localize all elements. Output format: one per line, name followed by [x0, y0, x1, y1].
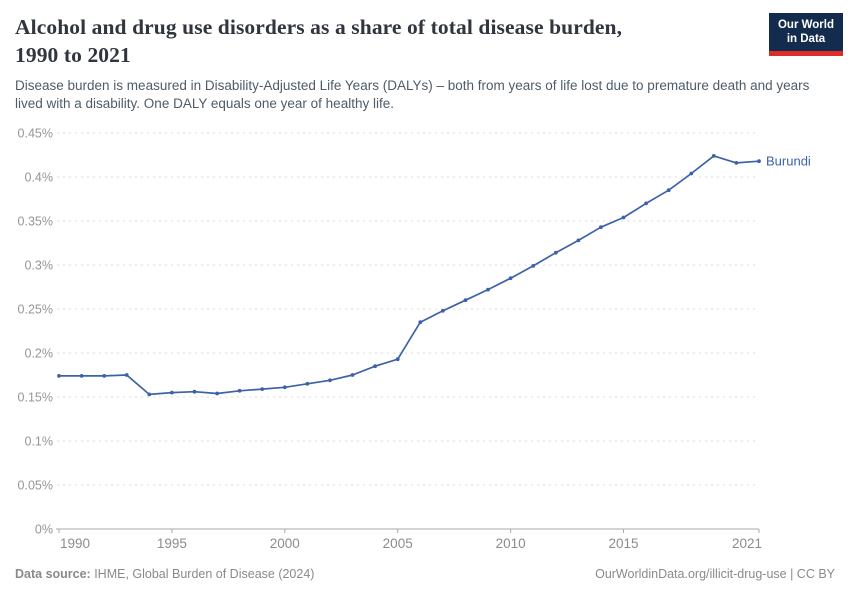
data-point-marker[interactable]	[441, 308, 445, 313]
y-axis-tick-label: 0.05%	[18, 479, 53, 493]
y-axis-tick-label: 0.45%	[18, 127, 53, 141]
y-axis-tick-label: 0.35%	[18, 215, 53, 229]
x-axis-tick-label: 2000	[270, 536, 300, 551]
chart-footer: Data source: IHME, Global Burden of Dise…	[15, 567, 835, 581]
data-point-marker[interactable]	[666, 188, 671, 193]
data-point-marker[interactable]	[757, 159, 761, 164]
data-point-marker[interactable]	[508, 276, 513, 281]
page-title: Alcohol and drug use disorders as a shar…	[15, 13, 715, 70]
y-axis-tick-label: 0.2%	[25, 347, 54, 361]
data-point-marker[interactable]	[576, 238, 581, 243]
series-label-burundi[interactable]: Burundi	[766, 154, 811, 169]
x-axis-tick-label: 2010	[496, 536, 526, 551]
data-point-marker[interactable]	[79, 374, 84, 378]
data-point-marker[interactable]	[463, 298, 468, 303]
data-source-text: IHME, Global Burden of Disease (2024)	[90, 567, 315, 581]
line-chart: 0% 0.05% 0.1% 0.15% 0.2% 0.25% 0.3% 0.35% 0.4% 0.…	[18, 127, 811, 552]
x-axis-tick-label: 2021	[732, 536, 762, 551]
y-axis-tick-label: 0%	[35, 523, 53, 537]
data-point-marker[interactable]	[553, 250, 558, 255]
data-point-marker[interactable]	[350, 373, 355, 377]
owid-logo[interactable]: Our World in Data	[769, 13, 843, 56]
owid-logo-line2: in Data	[786, 33, 826, 46]
data-point-marker[interactable]	[102, 374, 107, 378]
data-point-marker[interactable]	[599, 225, 603, 230]
data-point-marker[interactable]	[328, 378, 332, 383]
data-point-marker[interactable]	[689, 171, 694, 176]
y-axis-tick-label: 0.4%	[25, 171, 54, 185]
data-source-label: Data source:	[15, 567, 91, 581]
data-point-marker[interactable]	[373, 364, 377, 369]
data-point-marker[interactable]	[305, 381, 310, 386]
data-point-marker[interactable]	[621, 215, 626, 220]
data-point-marker[interactable]	[486, 287, 490, 292]
data-point-marker[interactable]	[260, 387, 265, 391]
chart-subtitle: Disease burden is measured in Disability…	[15, 78, 810, 112]
data-point-marker[interactable]	[282, 385, 287, 390]
data-point-marker[interactable]	[644, 201, 648, 206]
data-point-marker[interactable]	[170, 390, 174, 395]
y-axis-tick-label: 0.3%	[25, 259, 54, 273]
data-point-marker[interactable]	[531, 264, 536, 268]
data-point-marker[interactable]	[418, 320, 423, 325]
series-line[interactable]	[58, 155, 760, 396]
data-point-marker[interactable]	[147, 392, 152, 397]
data-source: Data source: IHME, Global Burden of Dise…	[15, 567, 314, 581]
x-axis-tick-label: 2005	[383, 536, 413, 551]
x-axis-tick-label: 1990	[60, 536, 90, 551]
data-point-marker[interactable]	[192, 389, 197, 394]
license-link[interactable]: OurWorldinData.org/illicit-drug-use | CC…	[595, 567, 835, 581]
page-title-line1: Alcohol and drug use disorders as a shar…	[15, 15, 623, 39]
x-axis-tick-label: 1995	[157, 536, 187, 551]
y-axis-tick-label: 0.15%	[18, 391, 53, 405]
data-point-marker[interactable]	[57, 374, 61, 378]
page-title-line2: 1990 to 2021	[15, 43, 131, 68]
data-point-marker[interactable]	[711, 154, 716, 158]
owid-logo-line1: Our World	[777, 19, 834, 31]
y-axis-tick-label: 0.1%	[25, 435, 54, 449]
data-point-marker[interactable]	[124, 373, 129, 377]
data-point-marker[interactable]	[215, 391, 220, 396]
x-axis-tick-label: 2015	[608, 536, 638, 551]
data-point-marker[interactable]	[395, 357, 400, 362]
y-axis-tick-label: 0.25%	[18, 303, 53, 317]
data-point-marker[interactable]	[237, 388, 242, 393]
data-point-marker[interactable]	[734, 161, 739, 165]
